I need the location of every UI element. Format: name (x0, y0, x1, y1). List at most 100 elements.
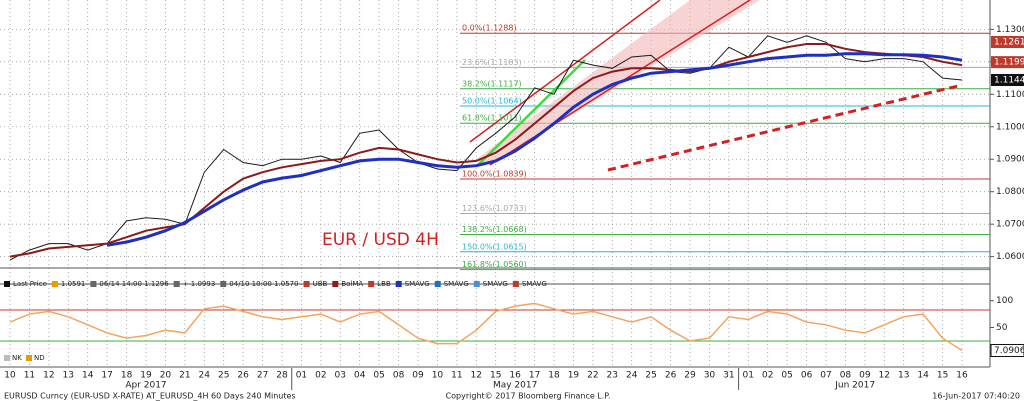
trend-line (477, 59, 586, 166)
x-tick-label: 20 (160, 371, 172, 381)
legend-swatch (395, 281, 402, 287)
fib-label: 23.6%(1.1183) (462, 58, 522, 67)
price-label: 1.1261 (994, 38, 1024, 48)
x-tick-label: 17 (529, 371, 540, 381)
x-tick-label: 19 (568, 371, 580, 381)
x-tick-label: 18 (548, 371, 560, 381)
series-line (9, 302, 963, 352)
series-line (106, 52, 963, 247)
x-tick-label: 03 (335, 371, 346, 381)
series-line (9, 43, 963, 258)
x-tick-label: 25 (218, 371, 229, 381)
x-tick-label: 08 (840, 371, 852, 381)
legend-label: SMAVG (444, 280, 469, 288)
x-tick-label: 17 (101, 371, 112, 381)
x-tick-label: 27 (257, 371, 268, 381)
fib-label: 100.0%(1.0839) (462, 170, 527, 179)
x-tick-label: 18 (121, 371, 133, 381)
legend-swatch (26, 355, 32, 361)
legend-swatch (512, 281, 519, 287)
legend-label: LBB (377, 280, 391, 288)
x-tick-label: 11 (24, 371, 35, 381)
legend-swatch (473, 281, 480, 287)
legend-swatch (303, 281, 310, 287)
legend-label: SMAVG (405, 280, 430, 288)
x-tick-label: 13 (898, 371, 909, 381)
price-label-box (991, 74, 1024, 87)
legend-swatch (434, 281, 441, 287)
month-label: May 2017 (493, 381, 537, 391)
x-tick-label: 14 (917, 371, 929, 381)
osc-value-box (990, 343, 1024, 357)
x-tick-label: 10 (432, 371, 444, 381)
x-tick-label: 24 (199, 371, 211, 381)
x-tick-label: 10 (4, 371, 16, 381)
x-tick-label: 06 (801, 371, 813, 381)
x-tick-label: 13 (63, 371, 74, 381)
legend-label: NK (12, 354, 22, 362)
osc-value-label: 7.0906 (994, 346, 1024, 356)
x-tick-label: 01 (296, 371, 307, 381)
footer-right: 16-Jun-2017 07:40:20 (932, 392, 1020, 401)
legend-label: + 1.0993 (183, 280, 216, 288)
legend-label: UBB (313, 280, 328, 288)
x-tick-label: 07 (820, 371, 831, 381)
footer-center: Copyright© 2017 Bloomberg Finance L.P. (446, 392, 611, 401)
x-tick-label: 09 (859, 371, 871, 381)
x-tick-label: 15 (490, 371, 501, 381)
x-tick-label: 24 (626, 371, 638, 381)
trend-line (607, 83, 963, 172)
legend-swatch (4, 355, 10, 361)
chart-annotation: EUR / USD 4H (322, 230, 439, 250)
y-tick-label: 1.1100 (996, 90, 1024, 100)
price-label: 1.1199 (994, 58, 1024, 68)
fib-label: 138.2%(1.0668) (462, 225, 527, 234)
y-tick-label: 1.0800 (996, 187, 1024, 197)
legend-swatch (173, 281, 180, 287)
x-tick-label: 02 (762, 371, 773, 381)
month-label: Apr 2017 (125, 381, 166, 391)
y-tick-label: 1.1300 (996, 25, 1024, 35)
x-tick-label: 26 (237, 371, 249, 381)
legend-swatch (51, 281, 58, 287)
x-tick-label: 02 (315, 371, 326, 381)
y-tick-label: 1.0700 (996, 220, 1024, 230)
x-tick-label: 14 (82, 371, 94, 381)
x-tick-label: 08 (393, 371, 405, 381)
y-tick-label: 1.0600 (996, 252, 1024, 262)
fib-label: 61.8%(1.1011) (462, 114, 522, 123)
x-tick-label: 31 (723, 371, 734, 381)
fib-label: 38.2%(1.1117) (462, 79, 522, 88)
x-tick-label: 16 (956, 371, 968, 381)
y-tick-label: 1.1000 (996, 122, 1024, 132)
month-label: Jun 2017 (834, 381, 875, 391)
x-tick-label: 28 (276, 371, 288, 381)
legend-label: Last Price (13, 280, 47, 288)
x-tick-label: 19 (140, 371, 152, 381)
x-tick-label: 15 (937, 371, 948, 381)
series-line (9, 35, 963, 261)
x-tick-label: 22 (587, 371, 598, 381)
y-tick-label: 50 (996, 323, 1008, 333)
legend-swatch (90, 281, 97, 287)
x-tick-label: 01 (743, 371, 754, 381)
x-tick-label: 23 (607, 371, 618, 381)
x-tick-label: 05 (373, 371, 384, 381)
x-tick-label: 21 (179, 371, 190, 381)
legend-label: SMAVG (522, 280, 547, 288)
legend-label: 06/14 14:00 1.1296 (99, 280, 169, 288)
price-label-box (991, 36, 1024, 49)
legend-label: SMAVG (483, 280, 508, 288)
legend-swatch (4, 281, 10, 287)
legend-label: BolMA (341, 280, 363, 288)
fib-label: 150.0%(1.0615) (462, 242, 527, 251)
price-label-box (991, 56, 1024, 69)
legend-label: 1.0591 (61, 280, 86, 288)
legend-swatch (368, 281, 375, 287)
footer-left: EURUSD Curncy (EUR-USD X-RATE) AT_EURUSD… (4, 392, 296, 401)
legend-swatch (332, 281, 339, 287)
x-tick-label: 11 (451, 371, 462, 381)
